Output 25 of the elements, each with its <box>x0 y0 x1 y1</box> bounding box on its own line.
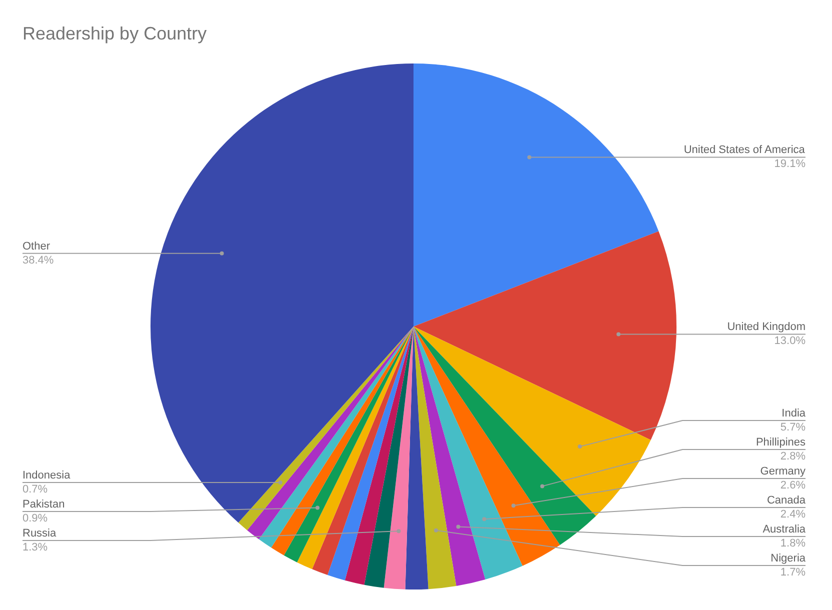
slice-label: Indonesia <box>22 469 72 482</box>
slice-label: Other <box>22 240 50 252</box>
data-label: 38.4% <box>22 254 54 266</box>
data-label: 0.7% <box>22 483 48 496</box>
slice-label: India <box>782 408 806 420</box>
data-label: 1.3% <box>22 541 48 554</box>
slice-label: United Kingdom <box>727 321 806 334</box>
slice-label: United States of America <box>684 144 806 156</box>
data-label: 2.8% <box>780 450 806 462</box>
data-label: 0.9% <box>22 512 48 524</box>
slice-label: Russia <box>22 527 58 540</box>
slice-label: Canada <box>766 494 806 506</box>
data-label: 13.0% <box>774 335 806 348</box>
data-label: 2.6% <box>780 480 806 492</box>
slice-label: Phillipines <box>756 436 806 448</box>
data-label: 5.7% <box>780 422 806 434</box>
data-label: 1.8% <box>780 538 806 550</box>
slice-label: Germany <box>760 466 806 478</box>
data-label: 19.1% <box>774 158 806 170</box>
data-label: 1.7% <box>780 566 806 578</box>
slice-label: Pakistan <box>22 498 65 510</box>
chart-title: Readership by Country <box>22 24 207 44</box>
slice-label: Australia <box>762 524 806 536</box>
data-label: 2.4% <box>780 508 806 520</box>
slice-label: Nigeria <box>770 552 806 564</box>
